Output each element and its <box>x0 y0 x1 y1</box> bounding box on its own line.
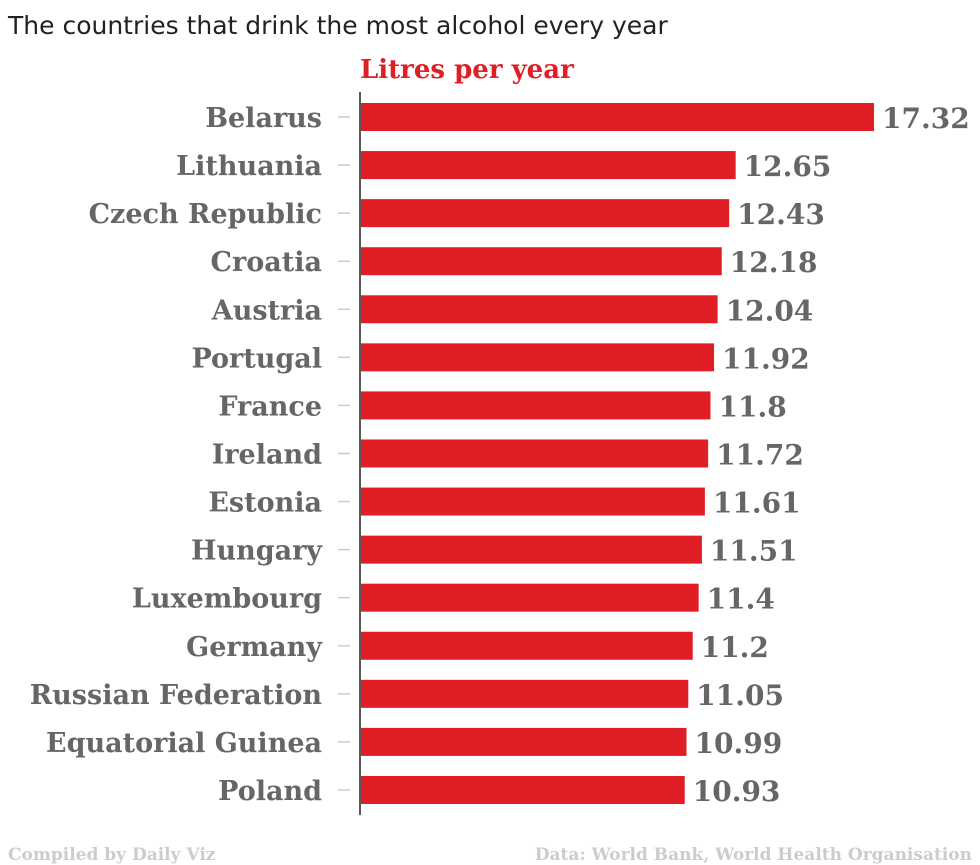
bar <box>361 679 689 708</box>
bar <box>361 727 687 756</box>
bar <box>361 535 702 564</box>
value-label: 12.43 <box>737 198 825 231</box>
value-label: 11.72 <box>716 438 804 471</box>
value-label: 10.93 <box>693 775 781 808</box>
bar <box>361 487 705 516</box>
category-label: Germany <box>186 632 323 663</box>
bar <box>361 439 709 468</box>
category-label: Lithuania <box>176 151 322 182</box>
category-label: Czech Republic <box>89 199 322 230</box>
value-label: 12.18 <box>730 246 818 279</box>
category-label: Equatorial Guinea <box>46 728 322 759</box>
chart-subtitle: Litres per year <box>360 55 574 85</box>
value-label: 17.32 <box>882 102 970 135</box>
value-label: 11.8 <box>719 390 787 423</box>
footer-source: Data: World Bank, World Health Organisat… <box>535 845 972 865</box>
bar <box>361 343 715 372</box>
chart-title: The countries that drink the most alcoho… <box>7 11 668 40</box>
category-label: Austria <box>211 295 322 326</box>
category-label: Luxembourg <box>132 584 322 615</box>
value-label: 11.05 <box>696 679 784 712</box>
value-label: 11.61 <box>713 487 801 520</box>
category-label: Estonia <box>208 488 322 519</box>
category-label: France <box>218 391 322 422</box>
value-label: 11.92 <box>722 342 810 375</box>
category-label: Poland <box>218 776 322 807</box>
category-label: Croatia <box>211 247 322 278</box>
bar <box>361 247 722 276</box>
category-label: Portugal <box>191 343 322 374</box>
value-label: 12.65 <box>744 150 832 183</box>
bar <box>361 151 736 180</box>
category-label: Hungary <box>191 536 323 567</box>
category-label: Ireland <box>212 439 322 470</box>
bar <box>361 631 693 660</box>
bar <box>361 775 685 804</box>
value-label: 11.2 <box>701 631 769 664</box>
bar <box>361 103 874 131</box>
bar <box>361 199 730 228</box>
bar <box>361 391 711 420</box>
value-label: 12.04 <box>726 294 814 327</box>
category-label: Russian Federation <box>30 680 323 711</box>
value-label: 11.51 <box>710 535 798 568</box>
bar <box>361 295 718 324</box>
bar <box>361 583 699 612</box>
footer-credit: Compiled by Daily Viz <box>8 845 216 865</box>
value-label: 11.4 <box>707 583 775 616</box>
value-label: 10.99 <box>695 727 783 760</box>
category-label: Belarus <box>205 103 322 134</box>
